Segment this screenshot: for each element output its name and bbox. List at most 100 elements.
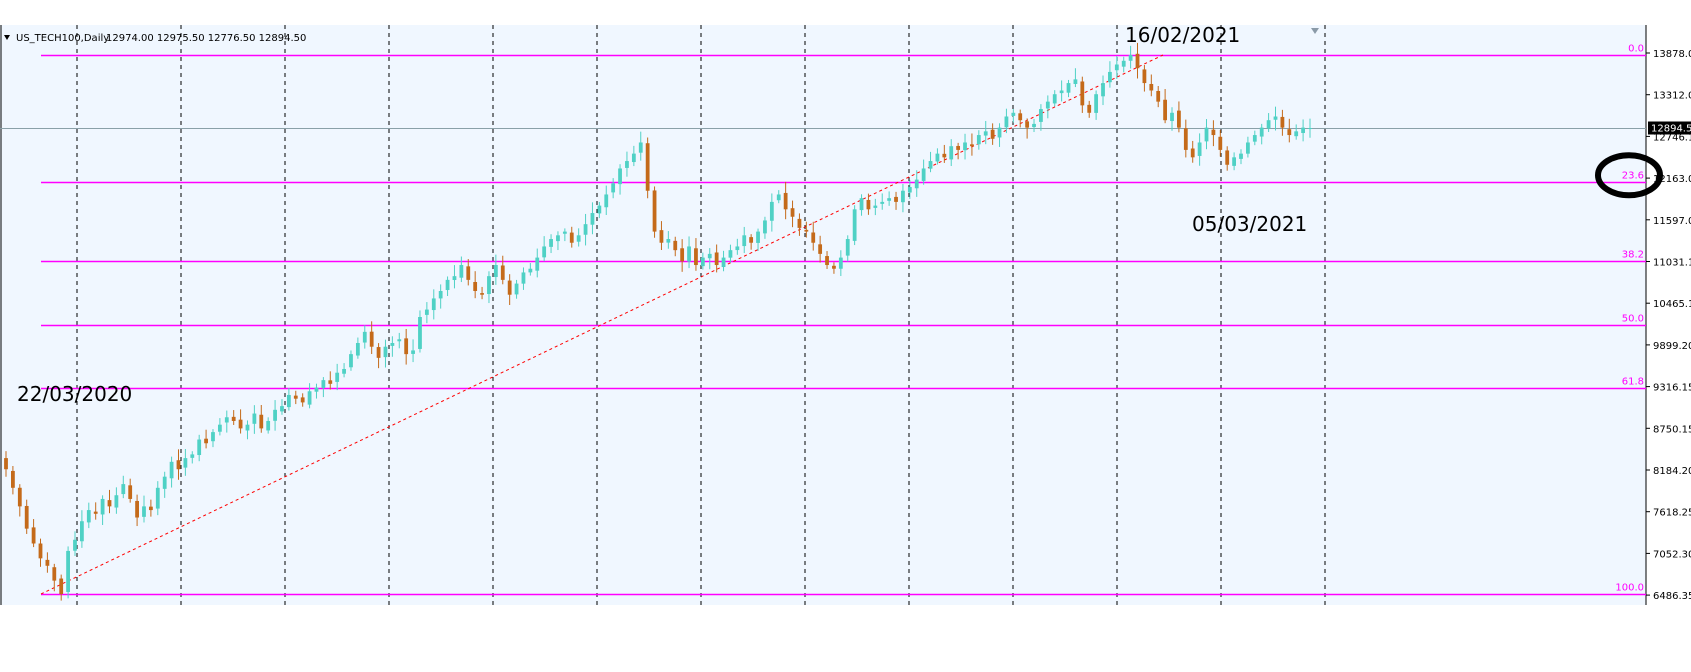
candle-body [362, 331, 367, 343]
chart-menu-arrow-icon[interactable] [4, 35, 10, 40]
fib-level-label: 0.0 [1628, 44, 1644, 55]
candle-body [1301, 127, 1305, 134]
candle-body [52, 567, 57, 581]
candle-body [963, 142, 967, 151]
price-tick-label: 13878.00 [1653, 49, 1691, 60]
candle-body [376, 347, 381, 358]
candle-body [266, 420, 271, 431]
candle-body [1197, 142, 1202, 156]
candle-body [390, 342, 395, 346]
candle-body [459, 265, 464, 278]
candle-body [17, 487, 22, 507]
candle-body [128, 485, 133, 499]
candle-body [59, 578, 64, 594]
candle-body [659, 230, 664, 243]
candle-body [404, 338, 409, 355]
candle-body [638, 142, 643, 153]
candle-body [190, 454, 195, 458]
candle-body [307, 391, 312, 405]
candle-body [625, 161, 629, 168]
candle-body [1246, 142, 1250, 154]
price-tick-label: 10465.15 [1653, 299, 1691, 310]
candle-body [438, 291, 443, 299]
candle-body [825, 256, 829, 266]
candle-body [887, 198, 892, 201]
candle-body [321, 380, 326, 388]
candle-body [1087, 104, 1092, 113]
candle-body [11, 470, 15, 488]
candle-body [549, 239, 553, 247]
candle-body [763, 220, 767, 234]
candle-body [507, 280, 512, 295]
candle-body [500, 265, 505, 280]
candle-body [790, 208, 795, 217]
candle-body [956, 145, 961, 150]
candle-body [93, 511, 98, 514]
candle-body [928, 161, 933, 169]
candle-body [970, 144, 974, 147]
candle-body [976, 135, 981, 145]
candle-body [335, 372, 340, 382]
candle-body [1080, 81, 1085, 106]
candle-body [328, 380, 333, 384]
candle-body [1025, 121, 1030, 128]
candle-body [142, 506, 146, 517]
candle-body [280, 406, 284, 412]
candle-body [611, 183, 616, 193]
candle-body [804, 229, 809, 232]
candle-body [811, 232, 816, 243]
candle-body [1273, 116, 1278, 120]
candle-body [562, 231, 567, 234]
candle-body [852, 209, 857, 241]
candle-body [445, 279, 450, 291]
candle-body [383, 346, 388, 358]
candle-body [1259, 127, 1264, 137]
price-tick-label: 6486.35 [1653, 591, 1691, 602]
candle-body [894, 196, 898, 202]
candle-body [949, 146, 954, 160]
candle-body [1204, 127, 1209, 142]
candle-body [880, 201, 885, 204]
candle-body [556, 235, 560, 242]
candle-body [1287, 129, 1292, 136]
candle-body [990, 129, 995, 139]
candle-body [618, 168, 622, 185]
candle-body [838, 257, 843, 269]
candle-body [1052, 94, 1057, 104]
candle-body [1073, 79, 1078, 84]
candle-body [480, 293, 484, 295]
candle-body [1004, 116, 1009, 128]
candle-body [1294, 131, 1299, 137]
candle-body [493, 265, 498, 278]
candle-body [694, 248, 698, 266]
candle-body [604, 194, 609, 208]
fib-level-label: 100.0 [1615, 583, 1644, 594]
candle-body [818, 244, 823, 254]
candle-body [776, 194, 781, 201]
candle-body [38, 543, 43, 559]
candle-body [252, 413, 257, 424]
fibonacci-retracement[interactable] [41, 54, 1646, 596]
candle-body [1032, 123, 1036, 128]
candle-body [155, 487, 160, 509]
candle-body [293, 395, 298, 399]
candle-body [369, 331, 374, 347]
candle-body [687, 246, 691, 262]
candle-body [666, 239, 671, 243]
candle-body [597, 205, 602, 214]
candle-body [866, 199, 871, 210]
candle-body [1066, 83, 1071, 93]
price-tick-label: 12163.00 [1653, 174, 1691, 185]
candle-body [1108, 71, 1112, 83]
candle-body [204, 438, 208, 444]
candle-body [921, 168, 926, 181]
annotation-peak-date: 16/02/2021 [1125, 23, 1240, 47]
candle-body [238, 419, 243, 429]
candle-body [1239, 153, 1243, 159]
candles [4, 42, 1312, 601]
candle-body [245, 424, 250, 431]
shift-marker-icon[interactable] [1311, 28, 1319, 34]
chart-background [0, 25, 1646, 605]
candle-body [1225, 150, 1230, 165]
